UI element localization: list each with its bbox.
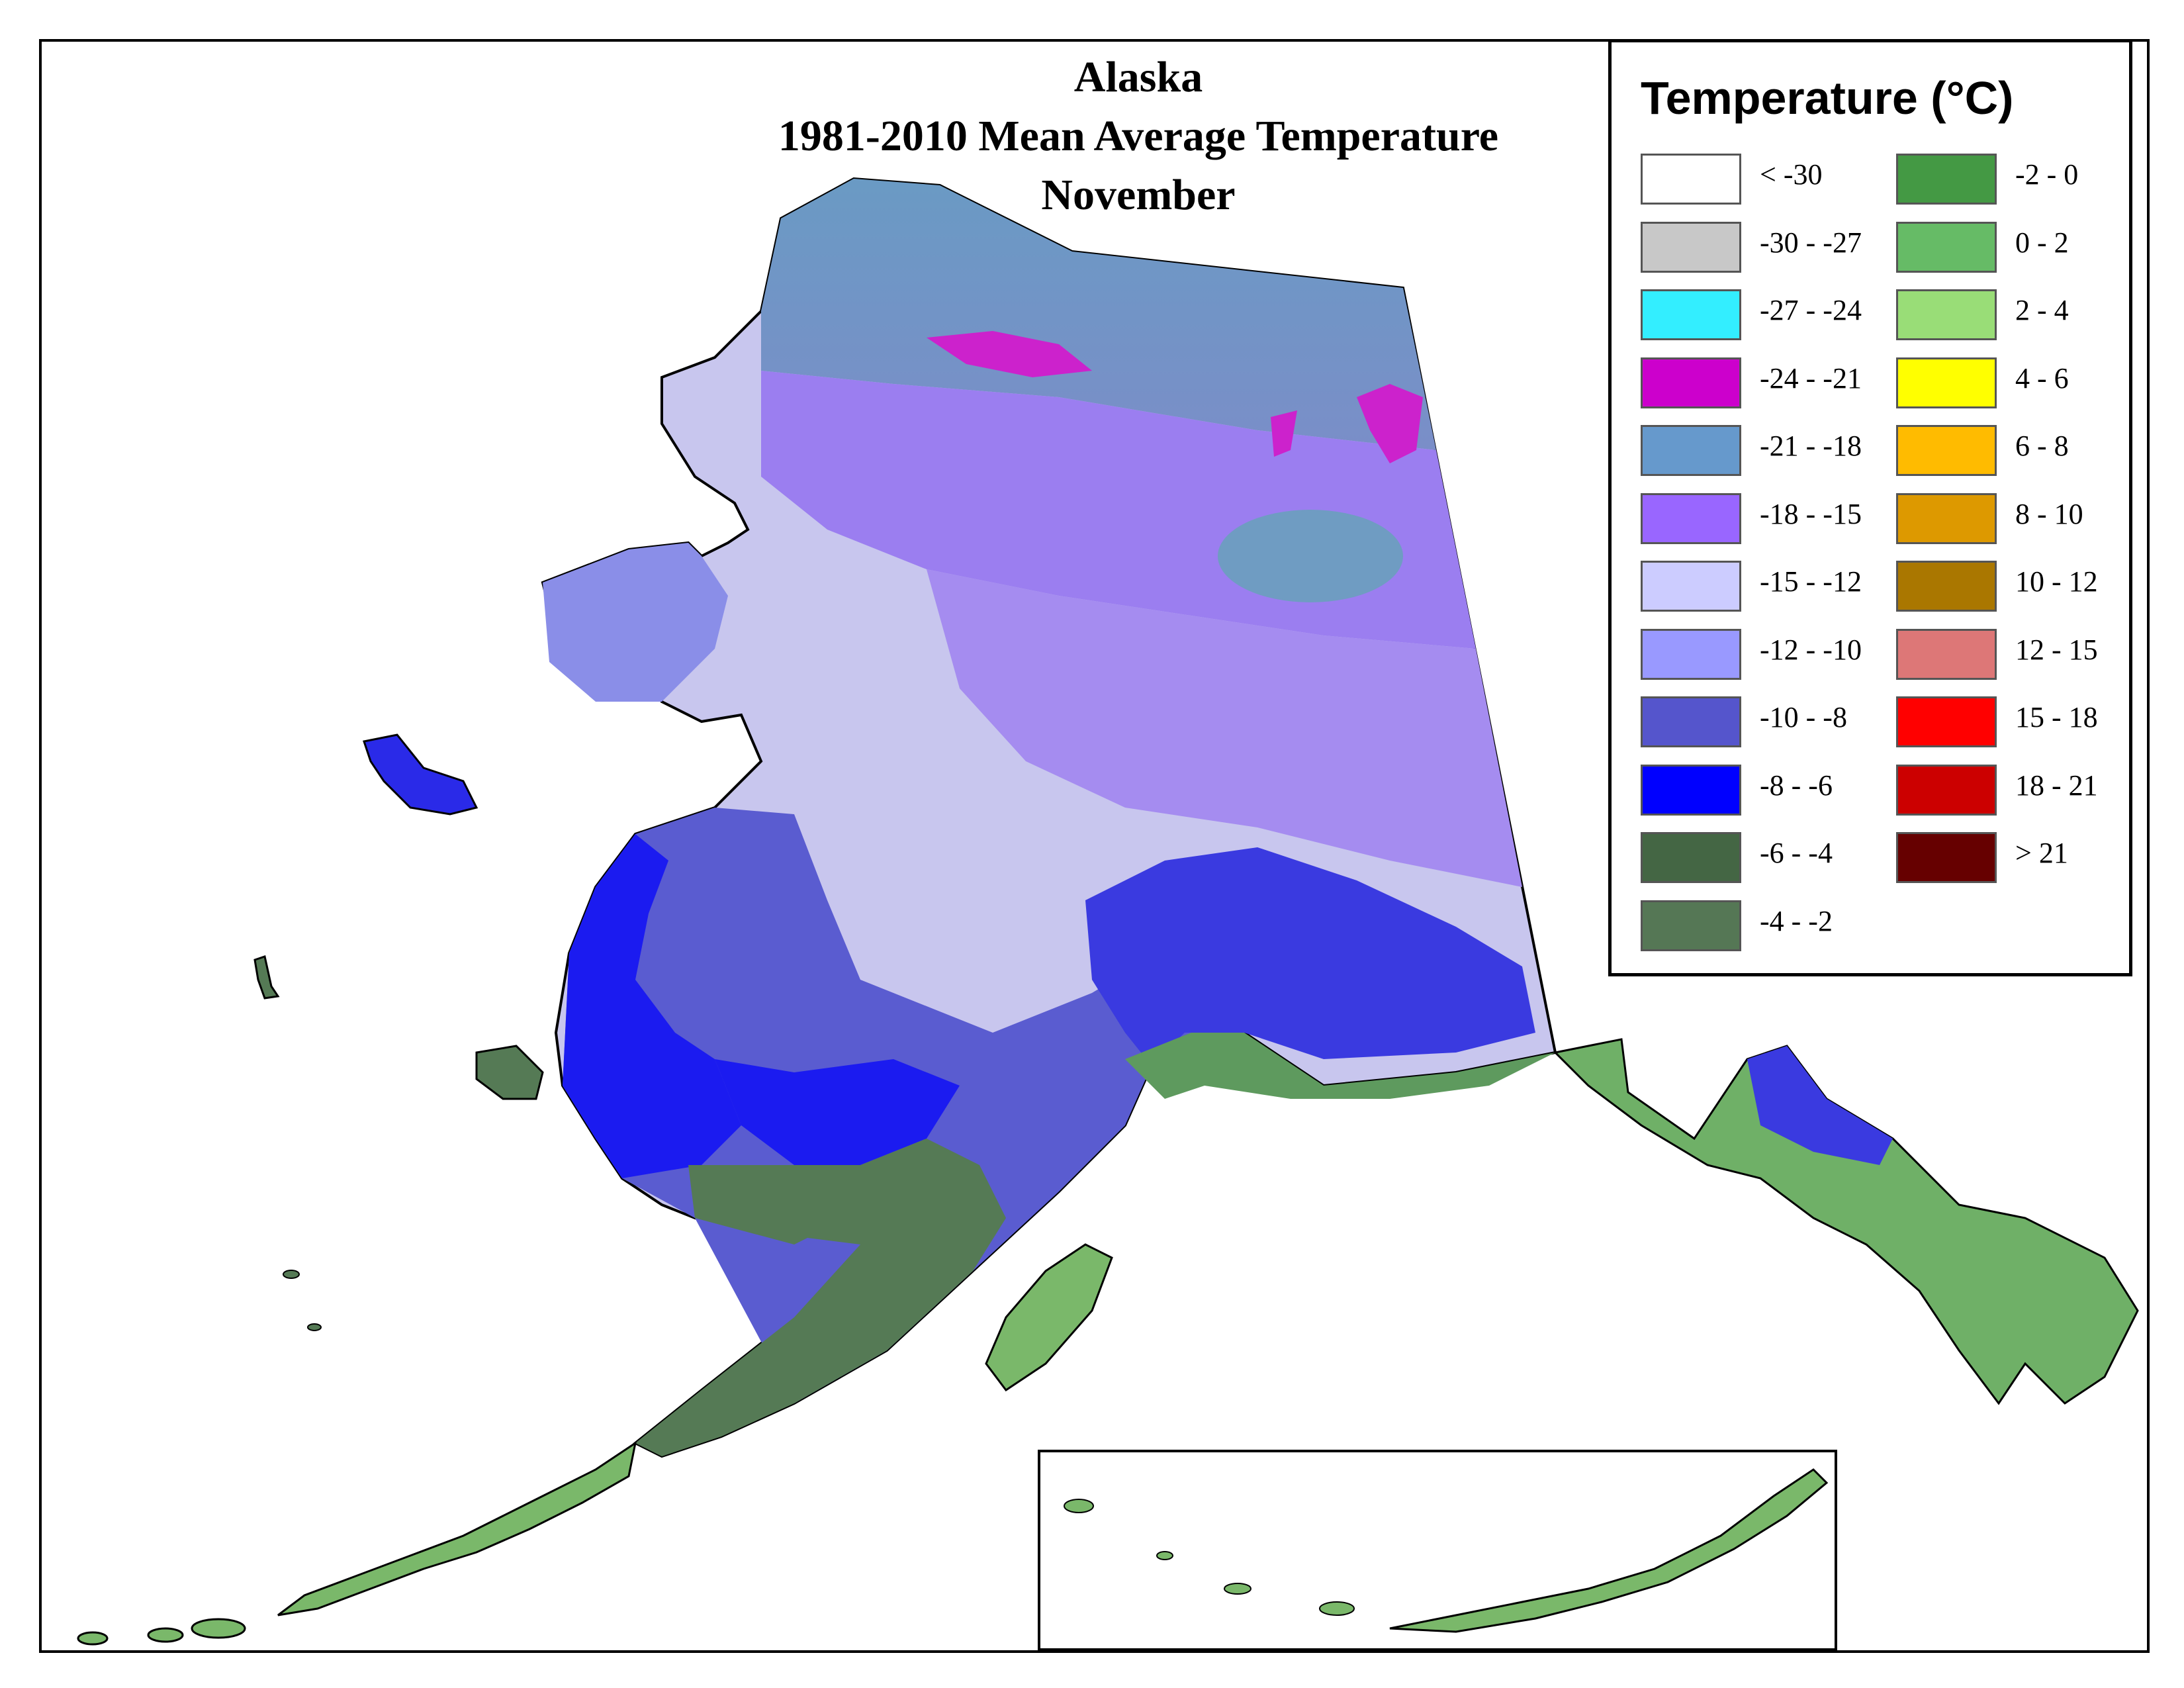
- legend-label: -2 - 0: [2015, 158, 2079, 191]
- legend-swatch: [1896, 832, 1997, 883]
- inset-island: [1224, 1583, 1251, 1595]
- cold-pocket-east-small: [1271, 410, 1297, 457]
- aleutian-inset-frame: [1038, 1450, 1837, 1651]
- legend-label: -30 - -27: [1760, 226, 1862, 259]
- legend-swatch: [1641, 561, 1741, 612]
- legend-label: 18 - 21: [2015, 769, 2098, 802]
- legend-swatch: [1896, 764, 1997, 816]
- aleutian-island: [191, 1618, 246, 1639]
- aleutian-island: [77, 1631, 109, 1646]
- legend-swatch: [1896, 289, 1997, 340]
- legend-swatch: [1641, 154, 1741, 205]
- southcentral-coast-green: [1125, 1033, 1555, 1099]
- alaska-range-blue: [1085, 847, 1535, 1066]
- legend-swatch: [1896, 628, 1997, 680]
- title-line-month: November: [1041, 171, 1236, 219]
- southeast-mountains-blue: [1747, 1046, 1893, 1165]
- legend-label: -4 - -2: [1760, 904, 1833, 937]
- inset-island: [1064, 1499, 1094, 1513]
- nunivak-island: [475, 1045, 544, 1100]
- legend-label: 8 - 10: [2015, 497, 2083, 530]
- aleutian-chain: [277, 1440, 637, 1617]
- aleutian-island: [147, 1627, 184, 1643]
- legend-label: -24 - -21: [1760, 361, 1862, 395]
- kodiak-island: [985, 1243, 1113, 1392]
- legend-swatch: [1896, 425, 1997, 476]
- legend-label: 12 - 15: [2015, 633, 2098, 666]
- inset-island: [1156, 1551, 1173, 1560]
- st-lawrence-island: [363, 733, 478, 816]
- title-line-region: Alaska: [1073, 53, 1203, 101]
- legend-swatch: [1896, 492, 1997, 544]
- legend-label: -21 - -18: [1760, 430, 1862, 462]
- legend-swatch: [1896, 357, 1997, 408]
- legend-label: 2 - 4: [2015, 294, 2069, 326]
- pribilof-island: [307, 1323, 322, 1331]
- pribilof-island: [283, 1270, 300, 1279]
- eastern-interior-region: [927, 569, 1522, 887]
- legend-label: -10 - -8: [1760, 701, 1847, 733]
- legend-label: 10 - 12: [2015, 565, 2098, 598]
- legend-swatch: [1896, 154, 1997, 205]
- inset-island-chain: [1389, 1468, 1829, 1633]
- legend-swatch: [1641, 832, 1741, 883]
- legend-swatch: [1896, 561, 1997, 612]
- seward-peninsula-region: [543, 543, 728, 702]
- legend-label: -15 - -12: [1760, 565, 1862, 598]
- yk-delta-blue: [563, 834, 741, 1178]
- legend-swatch: [1641, 492, 1741, 544]
- legend-swatch: [1641, 900, 1741, 951]
- legend-swatch: [1896, 221, 1997, 273]
- north-slope-region: [761, 179, 1436, 450]
- legend-label: 0 - 2: [2015, 226, 2069, 259]
- legend-label: -8 - -6: [1760, 769, 1833, 802]
- inset-island: [1319, 1601, 1355, 1616]
- bristol-bay-blue: [715, 1059, 960, 1165]
- legend-label: > 21: [2015, 837, 2068, 869]
- legend-label: 6 - 8: [2015, 430, 2069, 462]
- map-title: Alaska 1981-2010 Mean Average Temperatur…: [688, 48, 1588, 224]
- cold-pocket-north: [927, 331, 1092, 377]
- legend-swatch: [1641, 289, 1741, 340]
- yukon-flats-region: [1218, 510, 1403, 602]
- legend-label: 15 - 18: [2015, 701, 2098, 733]
- temperature-legend: Temperature (°C) < -30 -30 - -27 -27 - -24…: [1608, 39, 2132, 976]
- legend-swatch: [1641, 221, 1741, 273]
- southeast-panhandle: [1553, 1038, 2139, 1405]
- legend-label: -6 - -4: [1760, 837, 1833, 869]
- legend-swatch: [1641, 628, 1741, 680]
- alaska-peninsula-region: [635, 1139, 1006, 1456]
- legend-label: 4 - 6: [2015, 361, 2069, 395]
- legend-swatch: [1896, 696, 1997, 747]
- legend-swatch: [1641, 764, 1741, 816]
- legend-swatch: [1641, 696, 1741, 747]
- legend-label: -27 - -24: [1760, 294, 1862, 326]
- st-matthew-island: [253, 955, 280, 1000]
- legend-title: Temperature (°C): [1641, 72, 2014, 124]
- legend-label: -18 - -15: [1760, 497, 1862, 530]
- legend-label: -12 - -10: [1760, 633, 1862, 666]
- cold-pocket-east: [1357, 384, 1423, 463]
- legend-label: < -30: [1760, 158, 1823, 191]
- legend-swatch: [1641, 425, 1741, 476]
- title-line-subject: 1981-2010 Mean Average Temperature: [778, 112, 1499, 160]
- legend-swatch: [1641, 357, 1741, 408]
